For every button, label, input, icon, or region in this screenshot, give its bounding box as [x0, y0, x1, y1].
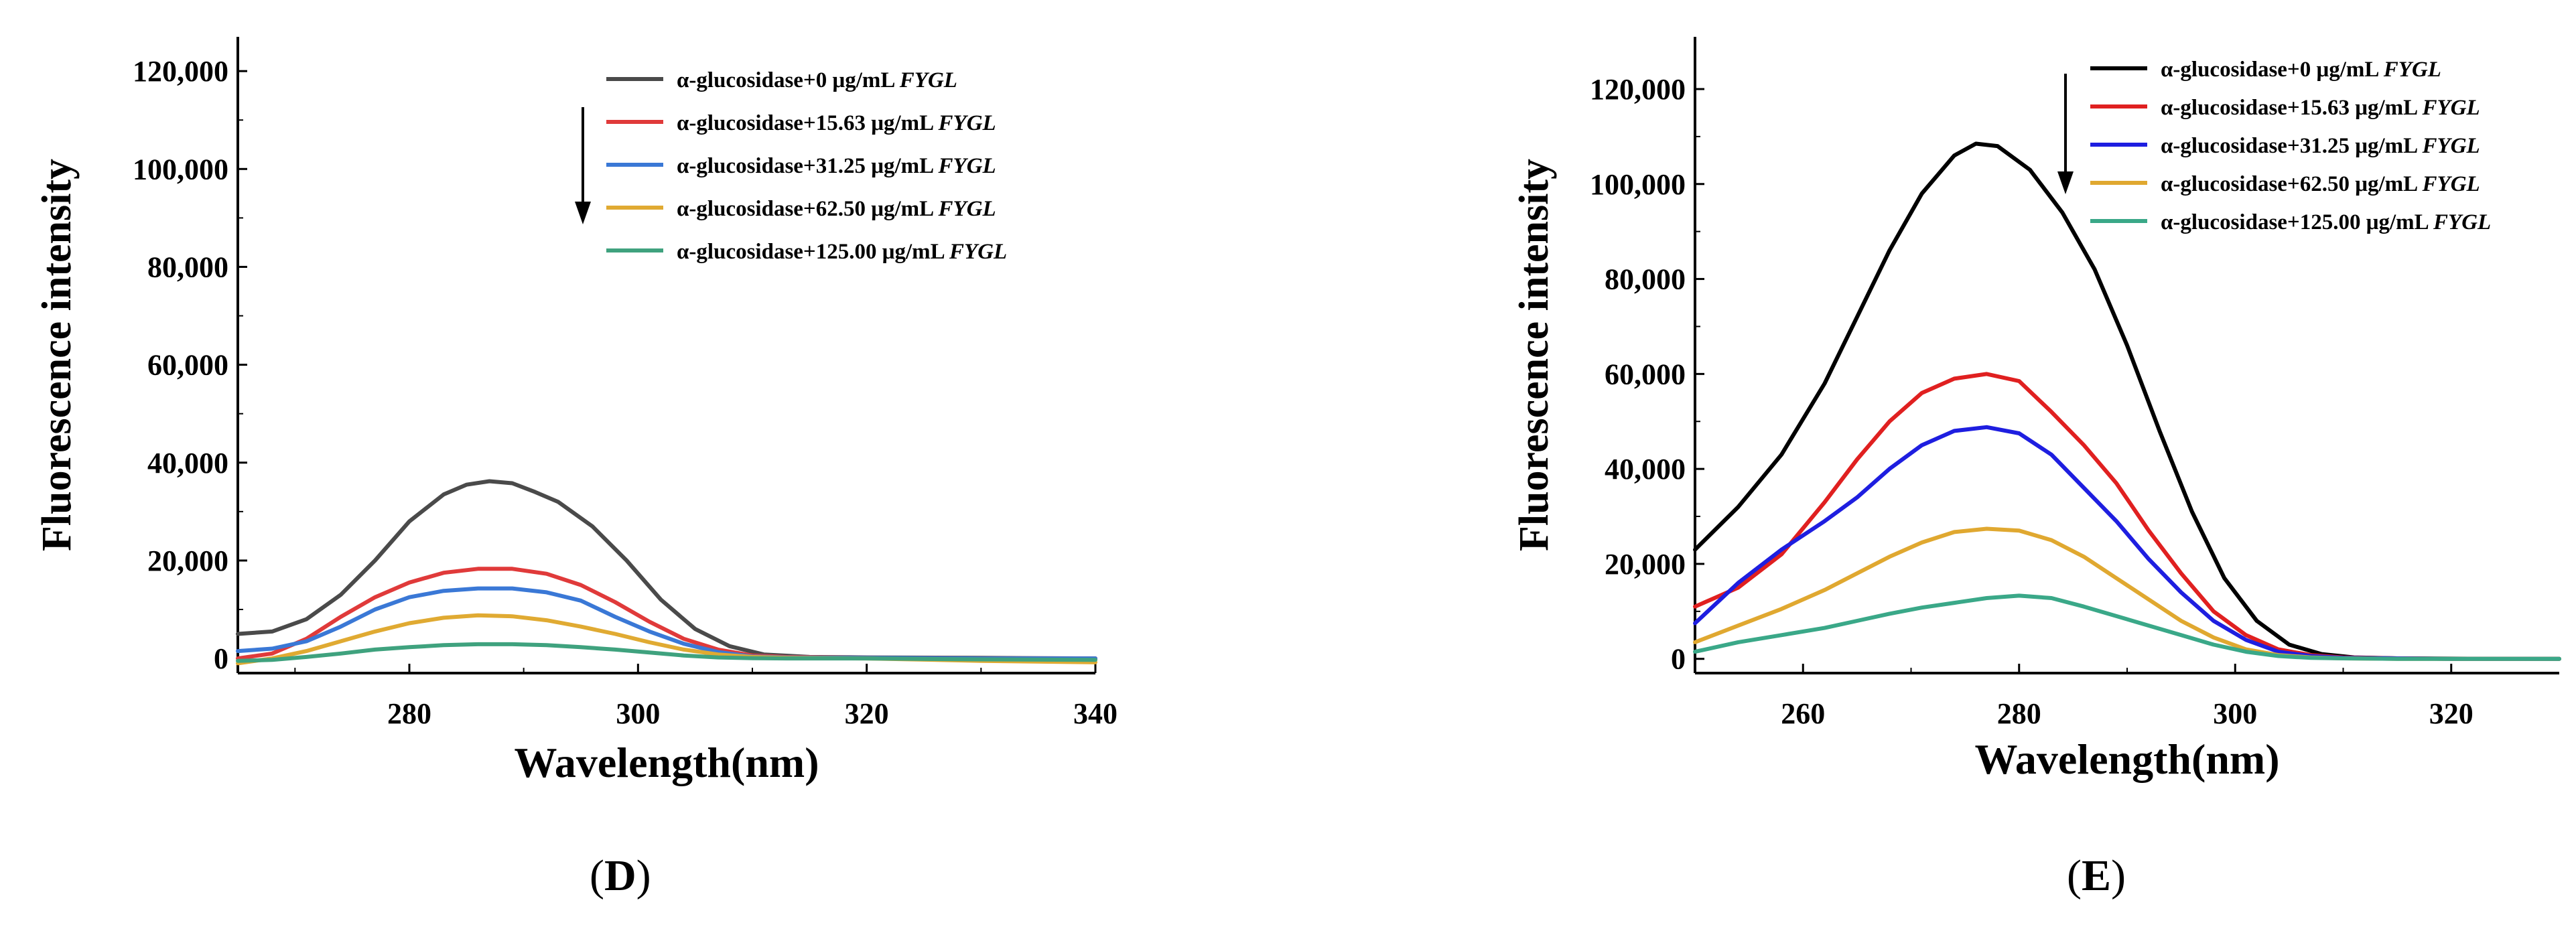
series-line-2	[1693, 372, 2561, 661]
x-tick-label: 320	[2429, 697, 2473, 730]
series-line-4	[1693, 526, 2561, 661]
panel-caption-e-letter: E	[2081, 851, 2112, 900]
series-line-5	[1693, 593, 2561, 661]
legend-label: α-glucosidase+62.50 μg/mL FYGL	[677, 197, 996, 221]
legend-label: α-glucosidase+0 μg/mL FYGL	[2161, 58, 2441, 82]
y-tick-label: 120,000	[133, 55, 228, 88]
chart-panel-e: 0 20,000 40,000 60,000 80,000 100,000 120,000 2…	[1511, 37, 2561, 783]
legend-label: α-glucosidase+125.00 μg/mL FYGL	[677, 240, 1007, 264]
series-line-3	[1693, 425, 2561, 661]
x-tick-label: 300	[2213, 697, 2257, 730]
legend-label-text: α-glucosidase+0 μg/mL	[677, 68, 900, 92]
arrow-head-icon	[575, 202, 591, 224]
legend-label: α-glucosidase+15.63 μg/mL FYGL	[677, 111, 996, 135]
legend-label-italic: FYGL	[2422, 172, 2480, 196]
y-tick-label: 40,000	[147, 447, 228, 480]
legend-label-text: α-glucosidase+0 μg/mL	[2161, 58, 2384, 82]
x-tick-label: 280	[1997, 697, 2041, 730]
x-axis-title: Wavelength(nm)	[1974, 735, 2279, 783]
x-tick-label: 320	[845, 697, 889, 730]
y-tick-label: 0	[1671, 643, 1686, 676]
legend-label-italic: FYGL	[2433, 210, 2491, 234]
arrow-head-icon	[2057, 171, 2074, 194]
legend-label-italic: FYGL	[938, 111, 996, 135]
legend-label-text: α-glucosidase+15.63 μg/mL	[677, 111, 939, 135]
panel-caption-d-letter: D	[604, 851, 636, 900]
y-tick-label: 100,000	[1590, 168, 1686, 201]
y-axis-title: Fluorescence intensity	[34, 159, 80, 551]
legend-label-text: α-glucosidase+125.00 μg/mL	[2161, 210, 2433, 234]
y-tick-label: 60,000	[1605, 358, 1686, 390]
legend-label-italic: FYGL	[938, 154, 996, 178]
legend-label-text: α-glucosidase+15.63 μg/mL	[2161, 96, 2423, 120]
y-tick-label: 80,000	[147, 250, 228, 283]
legend-label: α-glucosidase+31.25 μg/mL FYGL	[677, 154, 996, 178]
legend-label: α-glucosidase+62.50 μg/mL FYGL	[2161, 172, 2480, 196]
legend-label-italic: FYGL	[2422, 134, 2480, 158]
y-tick-label: 40,000	[1605, 453, 1686, 486]
y-tick-label: 60,000	[147, 349, 228, 382]
legend-label-italic: FYGL	[899, 68, 957, 92]
y-tick-label: 120,000	[1590, 73, 1686, 106]
legend-label-italic: FYGL	[2422, 96, 2480, 120]
y-tick-label: 20,000	[1605, 548, 1686, 581]
legend-label: α-glucosidase+15.63 μg/mL FYGL	[2161, 96, 2480, 120]
legend-label-text: α-glucosidase+62.50 μg/mL	[2161, 172, 2423, 196]
panel-caption-d: (D)	[590, 851, 651, 900]
x-tick-label: 340	[1073, 697, 1117, 730]
series-line-5	[236, 642, 1097, 663]
legend-label: α-glucosidase+31.25 μg/mL FYGL	[2161, 134, 2480, 158]
legend-label-italic: FYGL	[938, 197, 996, 221]
legend-label-text: α-glucosidase+62.50 μg/mL	[677, 197, 939, 221]
y-tick-label: 80,000	[1605, 263, 1686, 296]
x-tick-label: 280	[387, 697, 431, 730]
y-tick-label: 100,000	[133, 153, 228, 186]
legend-label: α-glucosidase+0 μg/mL FYGL	[677, 68, 957, 92]
panel-caption-e: (E)	[2067, 851, 2126, 900]
legend-label-text: α-glucosidase+31.25 μg/mL	[2161, 134, 2423, 158]
legend-label-text: α-glucosidase+31.25 μg/mL	[677, 154, 939, 178]
x-tick-label: 260	[1781, 697, 1825, 730]
x-tick-label: 300	[616, 697, 660, 730]
legend-label-text: α-glucosidase+125.00 μg/mL	[677, 240, 949, 264]
legend-label-italic: FYGL	[2383, 58, 2441, 82]
legend-label: α-glucosidase+125.00 μg/mL FYGL	[2161, 210, 2491, 234]
x-axis-title: Wavelength(nm)	[514, 739, 819, 786]
chart-panel-d: 0 20,000 40,000 60,000 80,000 100,000 120,000 2…	[34, 37, 1117, 786]
y-tick-label: 20,000	[147, 545, 228, 577]
y-axis-title: Fluorescence intensity	[1511, 159, 1557, 551]
legend-label-italic: FYGL	[949, 240, 1007, 264]
y-tick-label: 0	[214, 642, 228, 675]
